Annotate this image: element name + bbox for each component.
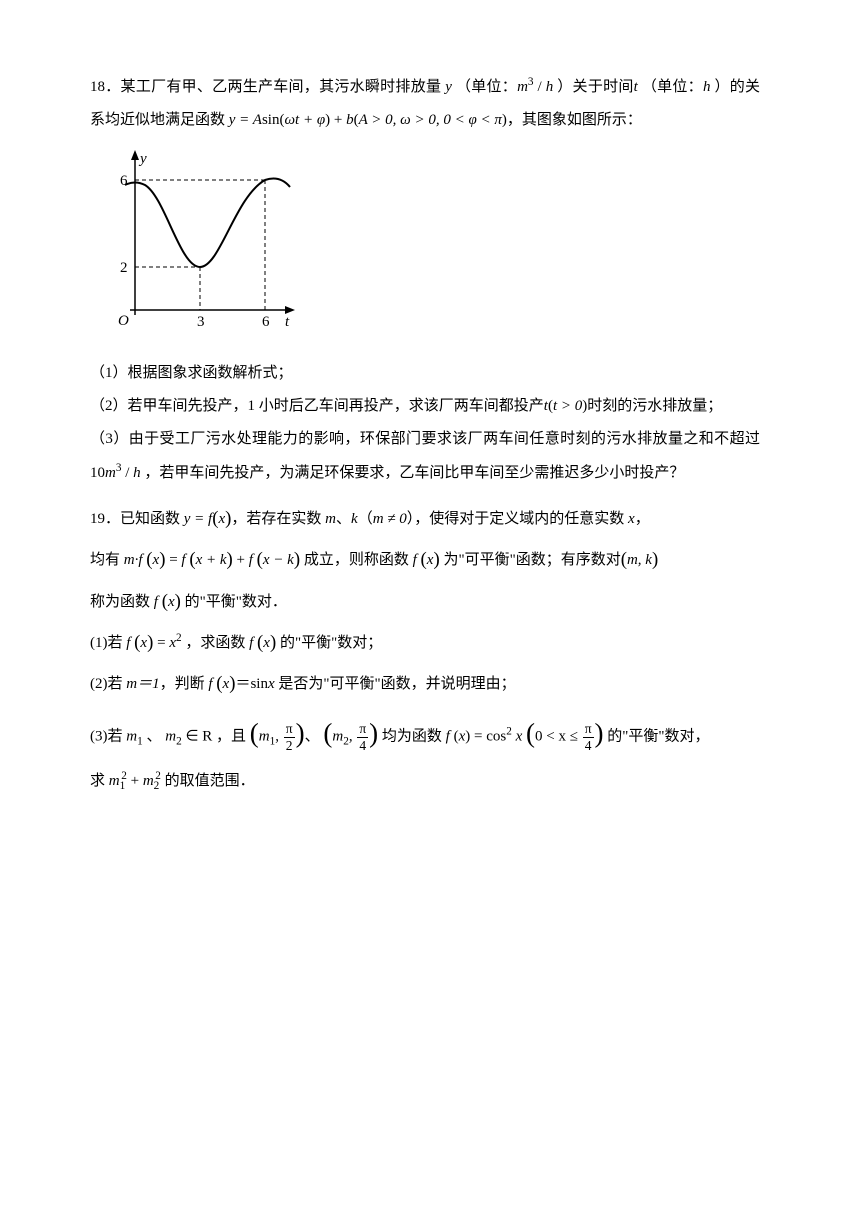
- p18-q1: （1）根据图象求函数解析式；: [90, 357, 760, 390]
- text: （3）由于受工厂污水处理能力的影响，环保部门要求该厂两车间任意时刻的污水排放量之…: [90, 431, 760, 447]
- p18-intro: 18．某工厂有甲、乙两生产车间，其污水瞬时排放量 y （单位：m3 / h ）关…: [90, 70, 760, 137]
- p19-line2: 均有 m·f (x) = f (x + k) + f (x − k) 成立，则称…: [90, 539, 760, 580]
- problem-19: 19．已知函数 y = f(x)，若存在实数 m、k（m ≠ 0），使得对于定义…: [90, 498, 760, 798]
- svg-text:6: 6: [120, 173, 128, 189]
- cond: 0 < x ≤: [535, 729, 582, 745]
- pair: m: [332, 729, 343, 745]
- text: 18．某工厂有甲、乙两生产车间，其污水瞬时排放量: [90, 79, 441, 95]
- var-t: t: [634, 79, 638, 95]
- text: (3)若: [90, 729, 123, 745]
- text: 成立，则称函数: [304, 552, 409, 568]
- text: ，: [635, 511, 650, 527]
- cond: m＝1: [126, 676, 159, 692]
- text: 求: [90, 773, 105, 789]
- p19-q3-last: 求 m12 + m22 的取值范围．: [90, 764, 760, 799]
- text: (1)若: [90, 635, 123, 651]
- p18-q3: （3）由于受工厂污水处理能力的影响，环保部门要求该厂两车间任意时刻的污水排放量之…: [90, 423, 760, 490]
- cond: m ≠ 0: [373, 511, 407, 527]
- pair: m, k: [627, 552, 652, 568]
- p19-intro: 19．已知函数 y = f(x)，若存在实数 m、k（m ≠ 0），使得对于定义…: [90, 498, 760, 539]
- text: 均为函数: [382, 729, 442, 745]
- svg-text:y: y: [138, 151, 147, 167]
- text: ，若甲车间先投产，为满足环保要求，乙车间比甲车间至少需推迟多少小时投产？: [144, 465, 684, 481]
- unit-m: m: [105, 465, 116, 481]
- text: ，求函数: [185, 635, 245, 651]
- var: m: [143, 773, 154, 789]
- eqn: ωt + φ: [284, 112, 325, 128]
- text: 的取值范围．: [165, 773, 255, 789]
- var: m: [109, 773, 120, 789]
- unit-h: h: [703, 79, 711, 95]
- p18-q2: （2）若甲车间先投产，1 小时后乙车间再投产，求该厂两车间都投产t(t > 0)…: [90, 390, 760, 423]
- p19-q2: (2)若 m＝1，判断 f (x)＝sinx 是否为"可平衡"函数，并说明理由；: [90, 663, 760, 704]
- text: 的"平衡"数对；: [280, 635, 382, 651]
- text: 时刻的污水排放量；: [587, 398, 722, 414]
- text: ，判断: [160, 676, 205, 692]
- var-y: y: [445, 79, 452, 95]
- text: ），使得对于定义域内的任意实数: [407, 511, 625, 527]
- svg-text:2: 2: [120, 260, 128, 276]
- eqn: sin(: [262, 112, 285, 128]
- text: （单位：: [642, 79, 703, 95]
- val: 10: [90, 465, 105, 481]
- p19-line3: 称为函数 f (x) 的"平衡"数对．: [90, 581, 760, 622]
- text: (2)若: [90, 676, 123, 692]
- cond: t > 0: [553, 398, 582, 414]
- problem-18: 18．某工厂有甲、乙两生产车间，其污水瞬时排放量 y （单位：m3 / h ）关…: [90, 70, 760, 490]
- var-m: m: [325, 511, 336, 527]
- text: ，若存在实数: [231, 511, 321, 527]
- var-x: x: [628, 511, 635, 527]
- var-m2: m: [165, 729, 176, 745]
- text: 的"平衡"数对．: [185, 594, 287, 610]
- text: 为"可平衡"函数；有序数对: [443, 552, 620, 568]
- op: +: [131, 773, 143, 789]
- text: 的"平衡"数对，: [607, 729, 709, 745]
- svg-text:3: 3: [197, 314, 205, 330]
- text: （2）若甲车间先投产，1 小时后乙车间再投产，求该厂两车间都投产: [90, 398, 544, 414]
- svg-text:t: t: [285, 314, 290, 330]
- eqn: ) +: [325, 112, 346, 128]
- eqn: y = A: [229, 112, 262, 128]
- text: 称为函数: [90, 594, 150, 610]
- eqn: A > 0, ω > 0, 0 < φ < π: [359, 112, 502, 128]
- var-m1: m: [126, 729, 137, 745]
- eqn: y = f: [184, 511, 212, 527]
- text: 19．已知函数: [90, 511, 180, 527]
- svg-text:6: 6: [262, 314, 270, 330]
- text: （单位：: [456, 79, 517, 95]
- p18-graph: 6 2 O 3 6 t y: [90, 145, 760, 353]
- sine-graph-svg: 6 2 O 3 6 t y: [90, 145, 300, 340]
- eqn: b: [346, 112, 354, 128]
- p19-q1: (1)若 f (x) = x2 ，求函数 f (x) 的"平衡"数对；: [90, 622, 760, 663]
- eqn: )，其图象如图所示：: [502, 112, 642, 128]
- pair: m: [259, 729, 270, 745]
- var-k: k: [351, 511, 358, 527]
- unit-m: m: [517, 79, 528, 95]
- svg-text:O: O: [118, 313, 129, 329]
- text: 是否为"可平衡"函数，并说明理由；: [278, 676, 515, 692]
- p19-q3: (3)若 m1 、 m2 ∈ R ，且 (m1, π2)、 (m2, π4) 均…: [90, 704, 760, 763]
- text: ）关于时间: [557, 79, 633, 95]
- text: 均有: [90, 552, 120, 568]
- text: ∈ R ，且: [185, 729, 246, 745]
